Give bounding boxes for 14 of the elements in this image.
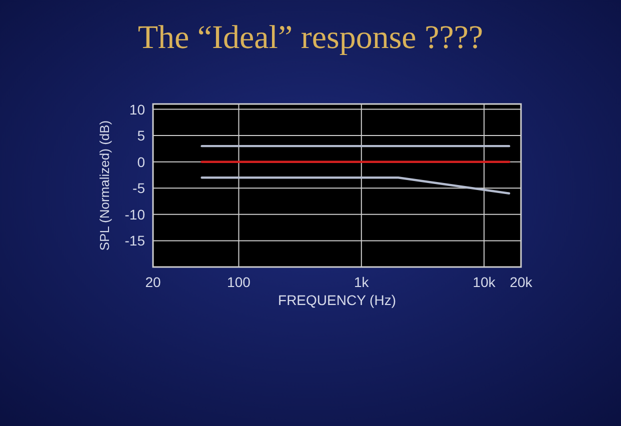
y-tick-label: -15 [124, 232, 146, 249]
chart-title: The “Ideal” response ???? [138, 20, 484, 56]
x-tick-label: 100 [227, 274, 251, 290]
y-tick-label: -10 [124, 206, 146, 222]
y-axis-title: SPL (Normalized) (dB) [97, 120, 112, 251]
x-tick-label: 20k [510, 274, 534, 290]
y-tick-label: 10 [129, 101, 146, 118]
x-tick-label: 1k [354, 274, 370, 290]
y-tick-label: 5 [137, 128, 146, 144]
y-tick-label: -5 [132, 180, 146, 196]
x-tick-label: 10k [472, 274, 496, 290]
x-tick-label: 20 [145, 274, 161, 290]
y-tick-label: 0 [137, 154, 146, 170]
x-axis-title: FREQUENCY (Hz) [278, 292, 396, 308]
